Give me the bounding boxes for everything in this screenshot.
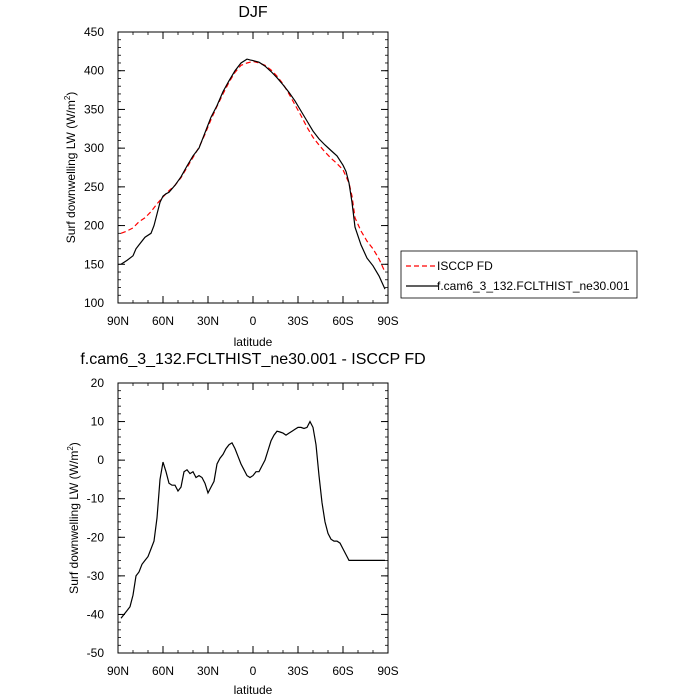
y-tick-label: -10	[87, 492, 105, 506]
x-tick-label: 60S	[332, 314, 353, 328]
top-chart-legend: ISCCP FD f.cam6_3_132.FCLTHIST_ne30.001	[400, 250, 638, 299]
series-line-1	[120, 60, 386, 273]
top-chart-ylabel: Surf downwelling LW (W/m2)	[63, 92, 78, 244]
x-tick-label: 60N	[152, 664, 174, 678]
y-tick-label: 350	[84, 102, 104, 116]
y-tick-label: -50	[87, 646, 105, 660]
bottom-chart-frame	[117, 382, 389, 654]
top-chart-xlabel: latitude	[234, 335, 273, 349]
legend-box	[400, 250, 638, 299]
x-tick-label: 90N	[107, 314, 129, 328]
y-tick-label: 250	[84, 180, 104, 194]
top-chart-series	[120, 58, 386, 290]
x-tick-label: 0	[250, 314, 257, 328]
top-chart-frame	[117, 31, 389, 304]
y-axis-label: Surf downwelling LW (W/m2)	[63, 92, 78, 244]
y-axis-label: Surf downwelling LW (W/m2)	[66, 442, 81, 594]
y-tick-label: 100	[84, 296, 104, 310]
top-chart-ticks: 90N 60N 30N 0 30S 60S 90S 100 150 200 250 300 350 400…	[84, 25, 399, 328]
y-tick-label: 0	[97, 453, 104, 467]
y-tick-label: 300	[84, 141, 104, 155]
x-tick-label: 30N	[197, 664, 219, 678]
x-tick-label: 90N	[107, 664, 129, 678]
bottom-chart-ylabel: Surf downwelling LW (W/m2)	[66, 442, 81, 594]
y-tick-label: 10	[91, 415, 105, 429]
top-chart-title: DJF	[238, 4, 268, 21]
bottom-chart-title: f.cam6_3_132.FCLTHIST_ne30.001 - ISCCP F…	[80, 351, 425, 368]
x-tick-label: 60S	[332, 664, 353, 678]
y-tick-label: -20	[87, 530, 105, 544]
y-tick-label: 20	[91, 376, 105, 390]
x-tick-label: 90S	[377, 314, 398, 328]
x-tick-label: 30S	[287, 664, 308, 678]
bottom-chart-series	[120, 420, 385, 619]
series-line-2	[120, 58, 386, 290]
bottom-chart-panel: f.cam6_3_132.FCLTHIST_ne30.001 - ISCCP F…	[66, 351, 426, 697]
y-tick-label: 400	[84, 64, 104, 78]
y-tick-label: -40	[87, 607, 105, 621]
x-tick-label: 30S	[287, 314, 308, 328]
bottom-chart-xlabel: latitude	[234, 683, 273, 697]
x-tick-label: 0	[250, 664, 257, 678]
legend-label-model: f.cam6_3_132.FCLTHIST_ne30.001	[437, 279, 630, 293]
x-tick-label: 30N	[197, 314, 219, 328]
y-tick-label: 200	[84, 219, 104, 233]
top-chart-panel: DJF Surf downwelling LW (W/m2) latitude …	[63, 4, 638, 349]
y-tick-label: -30	[87, 569, 105, 583]
legend-label-isccp: ISCCP FD	[437, 259, 493, 273]
bottom-chart-ticks: 90N 60N 30N 0 30S 60S 90S -50 -40 -30 -20 -10 0 10 20	[87, 376, 399, 678]
y-tick-label: 450	[84, 25, 104, 39]
series-line-1	[120, 420, 385, 619]
x-tick-label: 90S	[377, 664, 398, 678]
y-tick-label: 150	[84, 257, 104, 271]
x-tick-label: 60N	[152, 314, 174, 328]
